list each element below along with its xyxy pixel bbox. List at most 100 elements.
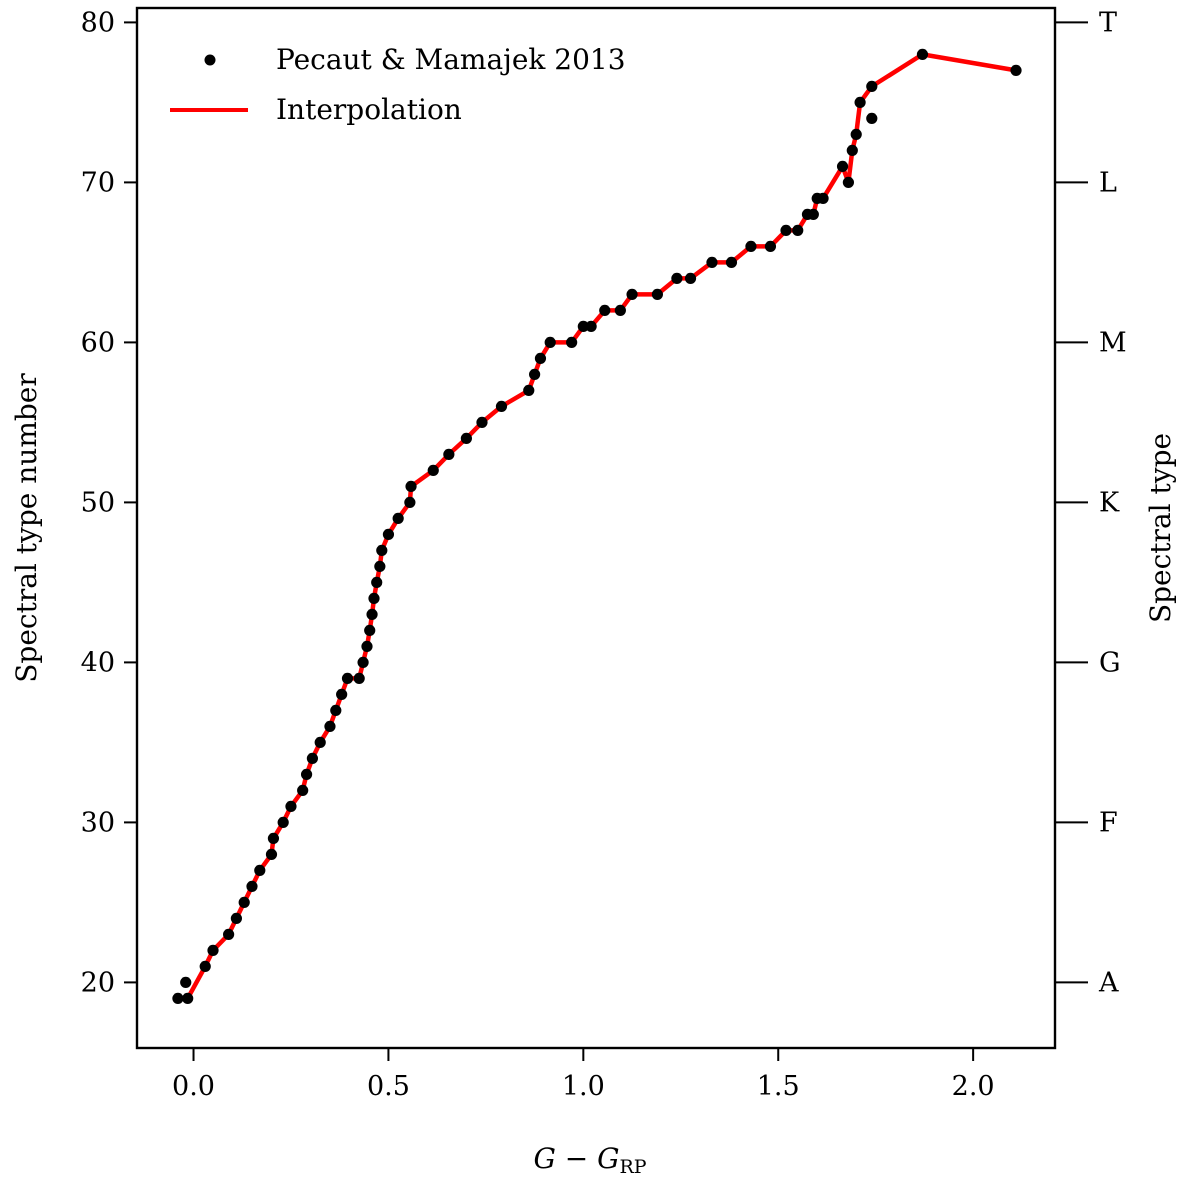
- data-point: [300, 768, 313, 781]
- data-point: [361, 640, 373, 653]
- data-point: [364, 624, 376, 637]
- data-point: [566, 336, 578, 348]
- data-point: [614, 304, 626, 316]
- right-tick-label: T: [1099, 7, 1117, 38]
- data-point: [254, 864, 266, 877]
- data-point: [585, 320, 597, 332]
- data-point: [836, 160, 849, 172]
- data-point: [443, 448, 455, 460]
- data-point: [267, 832, 280, 845]
- data-point: [199, 960, 211, 973]
- y-tick-label: 60: [81, 327, 115, 358]
- y-tick-label: 20: [81, 967, 115, 998]
- y-tick-label: 30: [81, 807, 115, 838]
- data-point: [725, 256, 738, 268]
- y-tick-label: 70: [81, 167, 115, 198]
- legend-marker-pecaut: [204, 54, 216, 66]
- data-point: [529, 368, 541, 380]
- data-point: [330, 704, 342, 717]
- data-point: [366, 608, 378, 621]
- data-point: [265, 848, 278, 861]
- data-point: [745, 240, 757, 252]
- data-point: [854, 96, 866, 108]
- right-tick-label: K: [1099, 487, 1120, 518]
- x-tick-label: 2.0: [952, 1071, 995, 1102]
- right-tick-label: L: [1099, 167, 1117, 198]
- y-axis-title: Spectral type number: [10, 373, 43, 683]
- data-point: [866, 112, 878, 124]
- data-point: [842, 176, 855, 188]
- x-tick-label: 1.5: [757, 1071, 800, 1102]
- right-tick-label: M: [1099, 327, 1127, 358]
- data-point: [626, 288, 638, 300]
- data-point: [866, 80, 878, 92]
- data-point: [374, 560, 386, 573]
- y-tick-label: 80: [81, 7, 115, 38]
- x-tick-label: 0.0: [172, 1071, 215, 1102]
- data-point: [324, 720, 336, 733]
- data-point: [460, 432, 472, 444]
- tick-layer: 0.0 0.5 1.0 1.5 2.0 20 30 40 50 60 70 80 A F G K M L T: [81, 7, 1127, 1102]
- data-point: [238, 896, 250, 909]
- legend-label-interpolation: Interpolation: [276, 93, 462, 126]
- data-point: [223, 928, 235, 941]
- y-tick-label: 50: [81, 487, 115, 518]
- data-point: [544, 336, 556, 348]
- data-point: [427, 464, 439, 476]
- data-point: [780, 224, 792, 236]
- data-point: [599, 304, 611, 316]
- data-point: [671, 272, 683, 284]
- data-point: [371, 576, 383, 589]
- data-point: [476, 416, 488, 428]
- data-point: [807, 208, 819, 220]
- y-tick-label: 40: [81, 647, 115, 678]
- data-point: [392, 512, 404, 525]
- data-point: [523, 384, 535, 396]
- data-point: [792, 224, 804, 236]
- data-point: [405, 480, 417, 492]
- right-tick-label: G: [1099, 647, 1121, 678]
- data-point: [850, 128, 862, 140]
- data-point: [577, 320, 589, 332]
- data-point: [376, 544, 388, 557]
- data-point: [382, 528, 395, 541]
- data-point: [368, 592, 380, 605]
- data-point: [207, 944, 219, 957]
- data-point: [916, 48, 929, 61]
- data-point: [297, 784, 309, 797]
- data-point: [684, 272, 697, 284]
- data-point: [341, 672, 354, 685]
- right-tick-label: F: [1099, 807, 1118, 838]
- x-tick-label: 1.0: [562, 1071, 605, 1102]
- right-axis-title: Spectral type: [1144, 433, 1177, 623]
- data-point: [314, 736, 326, 749]
- data-point: [495, 400, 508, 412]
- data-point: [172, 992, 184, 1005]
- data-point: [182, 992, 194, 1005]
- data-point: [817, 192, 829, 204]
- data-point: [285, 800, 297, 813]
- data-point: [353, 672, 365, 685]
- right-tick-label: A: [1098, 967, 1119, 998]
- data-point: [306, 752, 319, 765]
- data-point: [180, 976, 192, 989]
- data-point: [357, 656, 369, 669]
- data-point: [706, 256, 718, 268]
- data-point: [846, 144, 858, 156]
- plot-frame: [135, 6, 1057, 1050]
- data-point: [246, 880, 258, 893]
- data-point: [336, 688, 348, 701]
- data-point: [230, 912, 242, 925]
- x-tick-label: 0.5: [367, 1071, 410, 1102]
- data-point: [1010, 64, 1022, 76]
- interpolation-line: [185, 52, 1019, 1001]
- data-point: [404, 496, 416, 508]
- data-point: [534, 352, 547, 364]
- interpolation-layer: [185, 52, 1019, 1001]
- data-point: [651, 288, 663, 300]
- x-axis-title: G − GRP: [533, 1142, 646, 1178]
- legend-label-pecaut: Pecaut & Mamajek 2013: [276, 43, 626, 76]
- data-point: [277, 816, 289, 829]
